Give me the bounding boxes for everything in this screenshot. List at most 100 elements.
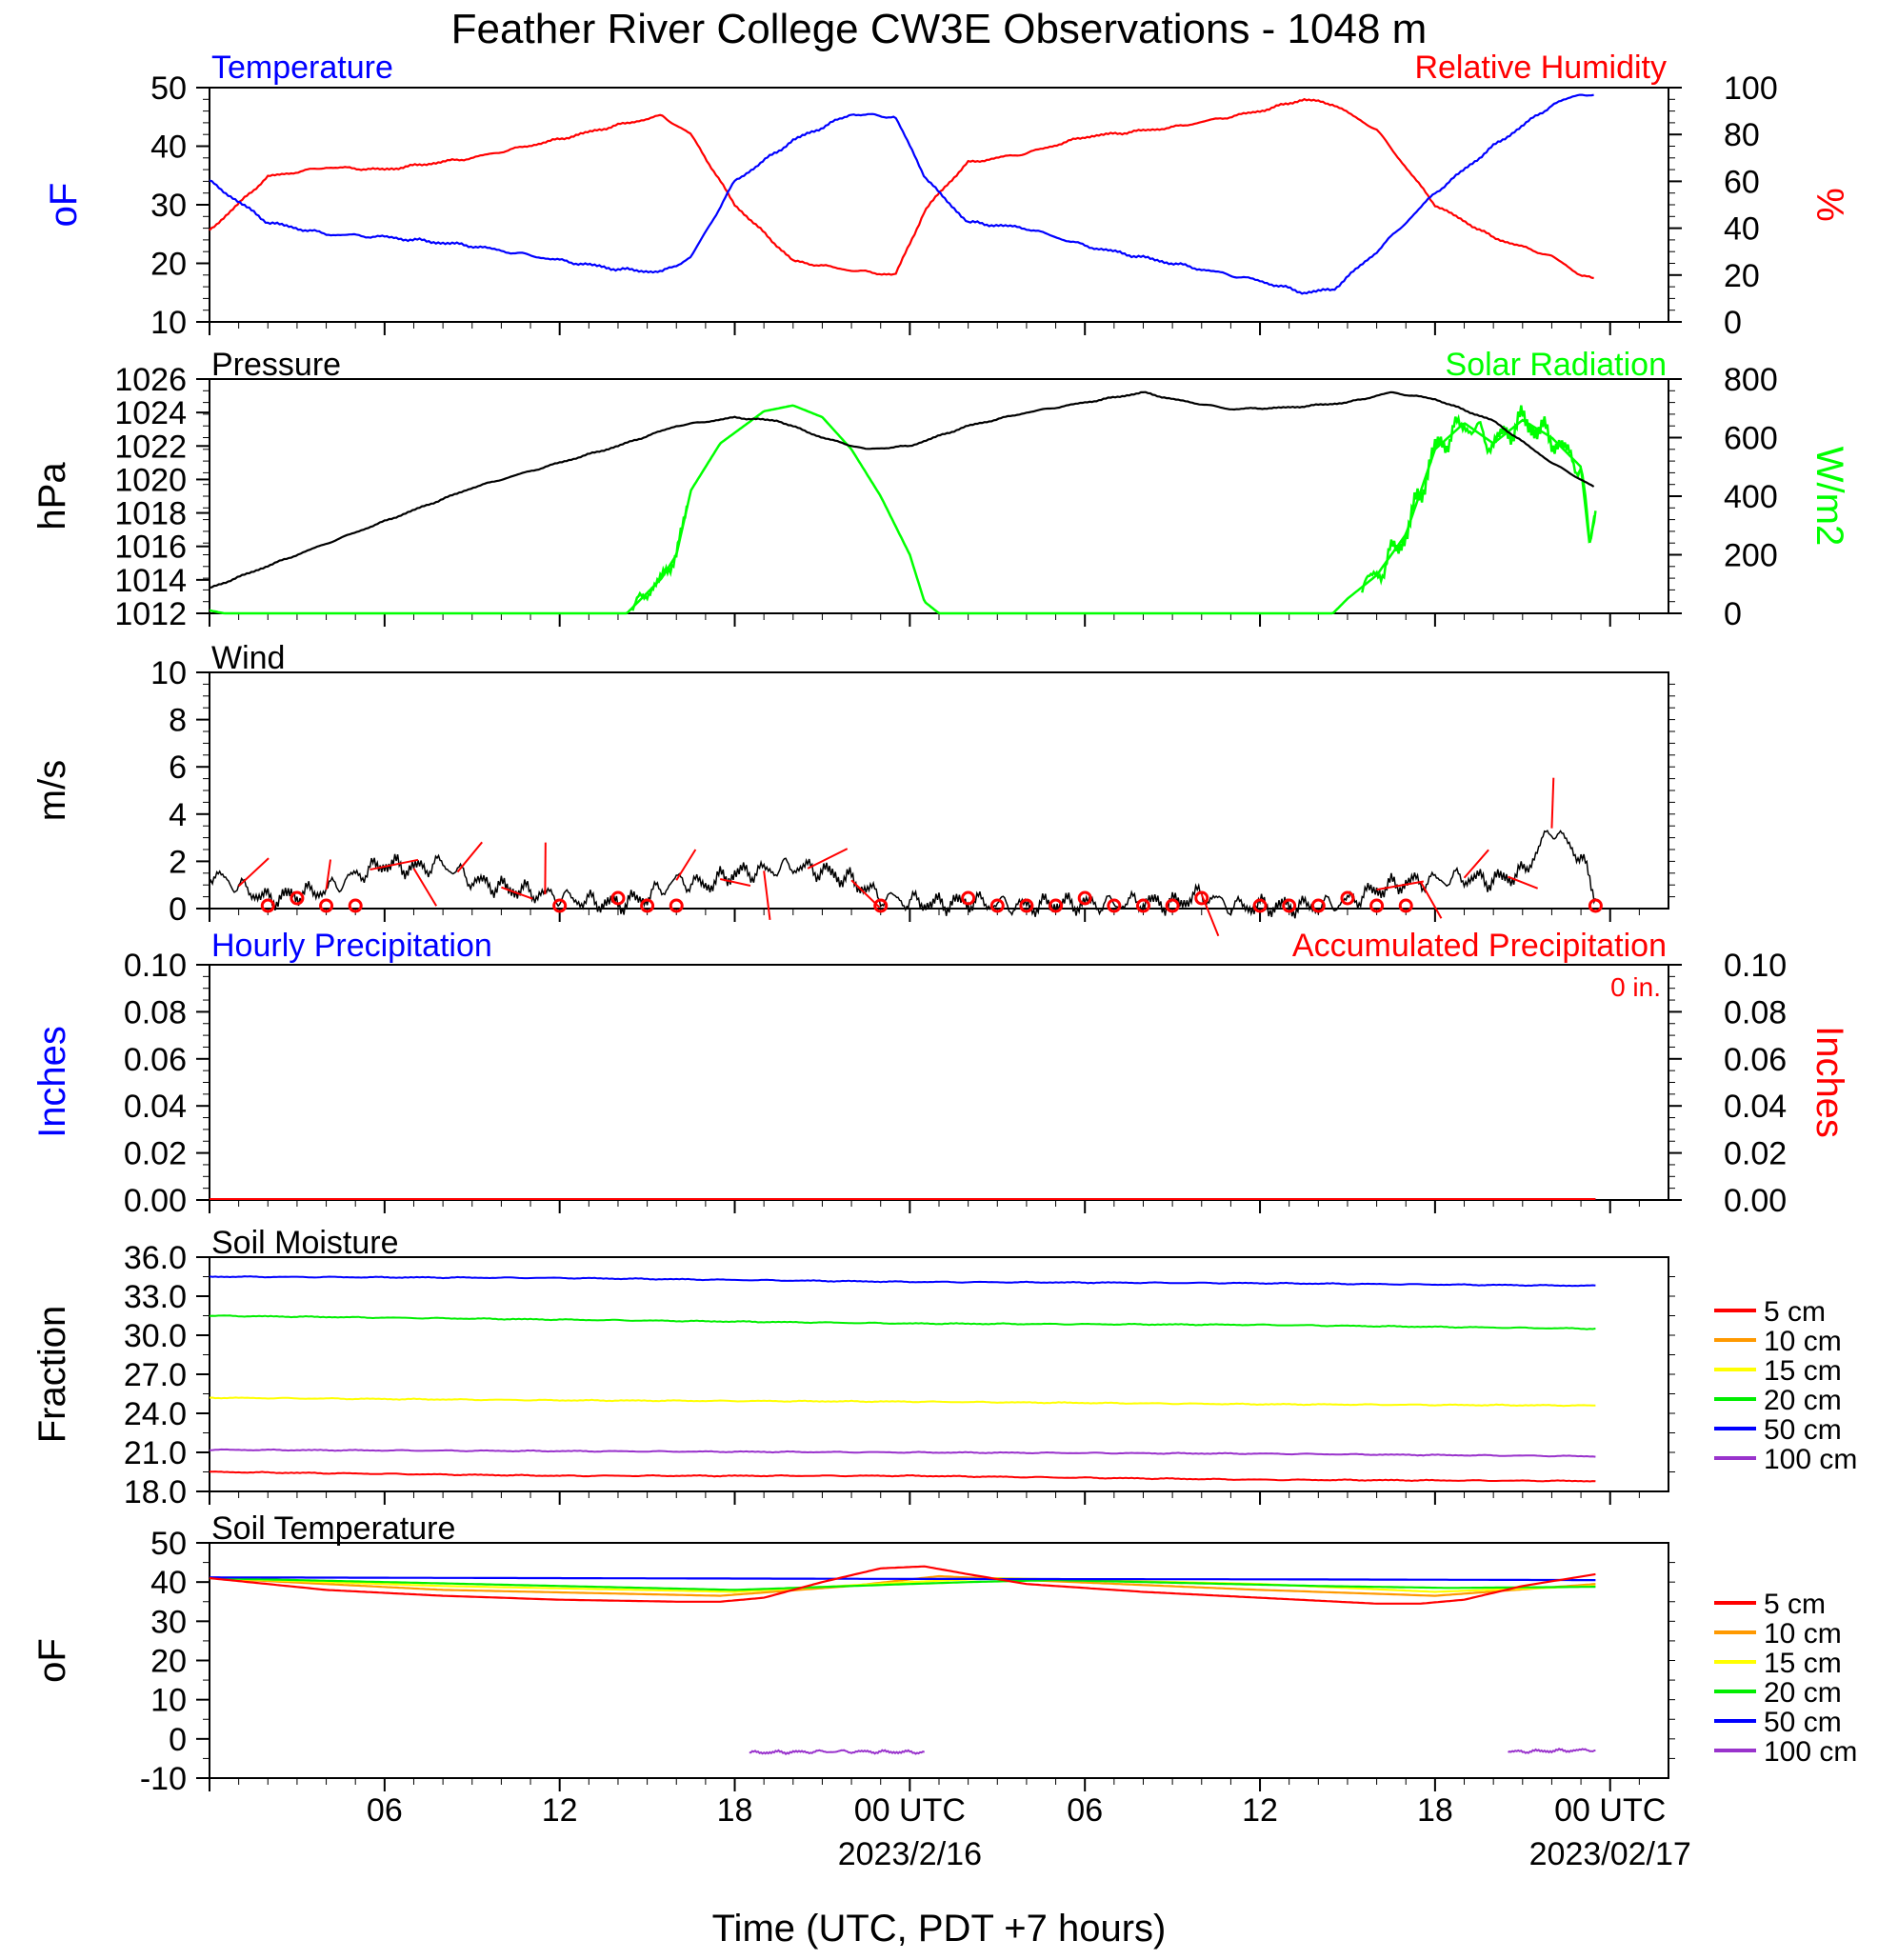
soil-temperature-legend-label: 50 cm	[1764, 1707, 1842, 1738]
soil-temperature-legend-label: 10 cm	[1764, 1618, 1842, 1650]
x-date-label: 2023/02/17	[1529, 1836, 1691, 1872]
precipitation-ytick-label-left: 0.02	[124, 1136, 187, 1172]
pressure-solar-ytick-label-left: 1026	[114, 362, 187, 398]
pressure-solar-ytick-label-left: 1024	[114, 395, 187, 431]
pressure-solar-ytick-label-right: 600	[1724, 421, 1778, 457]
wind-calm-marker	[1194, 890, 1209, 906]
soil-moisture-line-100cm	[209, 1448, 1596, 1458]
soil-moisture-frame	[209, 1256, 1669, 1492]
precipitation-ytick-label-right: 0.10	[1724, 948, 1787, 984]
x-axis-title: Time (UTC, PDT +7 hours)	[712, 1908, 1167, 1950]
soil-temp-line-15cm	[209, 1576, 1596, 1593]
wind-ylabel-left: m/s	[31, 760, 73, 821]
x-tick-label: 00 UTC	[1554, 1792, 1666, 1829]
wind-calm-marker	[1398, 898, 1413, 913]
soil-temperature-ytick-label-left: 30	[150, 1604, 187, 1640]
soil-moisture-line-15cm	[209, 1396, 1596, 1408]
soil-moisture-line-20cm	[209, 1314, 1596, 1330]
pressure-solar-ytick-label-left: 1018	[114, 496, 187, 532]
soil-moisture-legend-label: 5 cm	[1764, 1296, 1826, 1328]
x-tick-label: 06	[1067, 1792, 1103, 1829]
chart-title: Feather River College CW3E Observations …	[451, 6, 1428, 52]
precipitation-ytick-label-left: 0.08	[124, 994, 187, 1030]
soil-moisture-ytick-label-left: 33.0	[124, 1279, 187, 1315]
temperature-humidity-ytick-label-left: 40	[150, 130, 187, 166]
pressure-solar-ytick-label-left: 1012	[114, 596, 187, 632]
soil-moisture-legend-label: 100 cm	[1764, 1444, 1857, 1475]
pressure-solar-ytick-label-right: 0	[1724, 596, 1742, 632]
soil-temperature-ytick-label-left: 50	[150, 1526, 187, 1562]
wind-barb	[456, 841, 483, 873]
wind-calm-marker	[610, 890, 626, 906]
wind-barb	[1200, 893, 1220, 937]
pressure-solar-ytick-label-left: 1016	[114, 530, 187, 566]
soil-moisture-ytick-label-left: 24.0	[124, 1396, 187, 1432]
wind-speed-line	[209, 830, 1597, 919]
soil-temperature-legend-label: 100 cm	[1764, 1736, 1857, 1768]
accum-precip-title: Accumulated Precipitation	[1292, 928, 1667, 964]
soil-moisture-line-5cm	[209, 1470, 1596, 1483]
wind-calm-marker	[669, 898, 684, 913]
soil-moisture-legend-label: 20 cm	[1764, 1385, 1842, 1416]
wind-calm-marker	[989, 898, 1005, 913]
x-tick-label: 06	[367, 1792, 403, 1829]
temperature-humidity-ytick-label-right: 100	[1724, 70, 1778, 107]
soil-moisture-legend-label: 50 cm	[1764, 1414, 1842, 1446]
precip-axis-label-right: Inches	[1808, 1026, 1850, 1138]
wind-ytick-label-left: 8	[169, 703, 187, 739]
wind-ytick-label-left: 4	[169, 797, 187, 833]
precipitation-ytick-label-left: 0.10	[124, 948, 187, 984]
pressure-solar-frame	[209, 378, 1669, 614]
soil-moisture-ytick-label-left: 30.0	[124, 1318, 187, 1354]
precipitation-ytick-label-right: 0.08	[1724, 994, 1787, 1030]
wind-calm-marker	[640, 898, 655, 913]
temperature-humidity-ytick-label-right: 0	[1724, 305, 1742, 341]
temperature-humidity-ytick-label-left: 20	[150, 247, 187, 283]
soil-temperature-ytick-label-left: 10	[150, 1683, 187, 1719]
solar-line-noisy-1	[631, 505, 689, 611]
temperature-humidity-ytick-label-right: 60	[1724, 164, 1760, 200]
temperature-axis-label: oF	[43, 183, 85, 228]
wind-calm-marker	[1165, 898, 1180, 913]
pressure-line	[209, 390, 1595, 590]
wind-barb	[501, 886, 533, 900]
soil-temperature-title: Soil Temperature	[211, 1510, 455, 1547]
temperature-humidity-ytick-label-right: 80	[1724, 117, 1760, 153]
soil-temperature-ytick-label-left: 20	[150, 1644, 187, 1680]
pressure-solar-ytick-label-right: 400	[1724, 479, 1778, 515]
x-tick-label: 00 UTC	[854, 1792, 966, 1829]
precip-axis-label-left: Inches	[31, 1026, 73, 1138]
wind-calm-marker	[1282, 898, 1297, 913]
soil-temp-line-50cm	[210, 1576, 1596, 1582]
wind-calm-marker	[348, 898, 363, 913]
wind-barb	[1550, 777, 1555, 829]
temperature-humidity-ytick-label-left: 10	[150, 305, 187, 341]
precipitation-ytick-label-right: 0.04	[1724, 1089, 1787, 1125]
soil-moisture-legend-label: 15 cm	[1764, 1355, 1842, 1387]
wind-barb	[850, 879, 881, 909]
wind-barb	[412, 868, 438, 907]
temperature-humidity-ytick-label-left: 50	[150, 70, 187, 107]
wind-barb	[237, 857, 270, 888]
wind-calm-marker	[1588, 898, 1603, 913]
wind-ytick-label-left: 10	[150, 655, 187, 691]
x-tick-label: 18	[717, 1792, 753, 1829]
precipitation-ytick-label-left: 0.06	[124, 1042, 187, 1078]
soil-moisture-panel	[196, 1256, 1675, 1505]
wind-calm-marker	[260, 898, 275, 913]
wind-barb	[1463, 849, 1489, 879]
wind-calm-marker	[552, 898, 568, 913]
soil-moisture-ytick-label-left: 21.0	[124, 1435, 187, 1471]
x-tick-label: 12	[1242, 1792, 1278, 1829]
wind-barb	[675, 849, 697, 881]
wind-ytick-label-left: 2	[169, 844, 187, 880]
soil-temperature-ylabel-left: oF	[31, 1638, 73, 1683]
soil-temperature-legend-label: 20 cm	[1764, 1677, 1842, 1709]
temperature-humidity-ytick-label-left: 30	[150, 188, 187, 224]
wind-barb	[325, 859, 332, 890]
temperature-humidity-frame	[209, 87, 1669, 323]
humidity-line	[209, 97, 1594, 280]
wind-barb	[719, 878, 751, 888]
wind-ytick-label-left: 6	[169, 750, 187, 786]
